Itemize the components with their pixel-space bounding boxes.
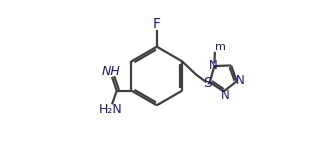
Text: S: S xyxy=(203,76,211,90)
Text: NH: NH xyxy=(102,65,121,78)
Text: m: m xyxy=(215,42,226,52)
Text: N: N xyxy=(236,74,245,87)
Text: F: F xyxy=(153,17,161,31)
Text: N: N xyxy=(209,59,218,72)
Text: N: N xyxy=(221,89,229,102)
Text: H₂N: H₂N xyxy=(99,103,123,116)
